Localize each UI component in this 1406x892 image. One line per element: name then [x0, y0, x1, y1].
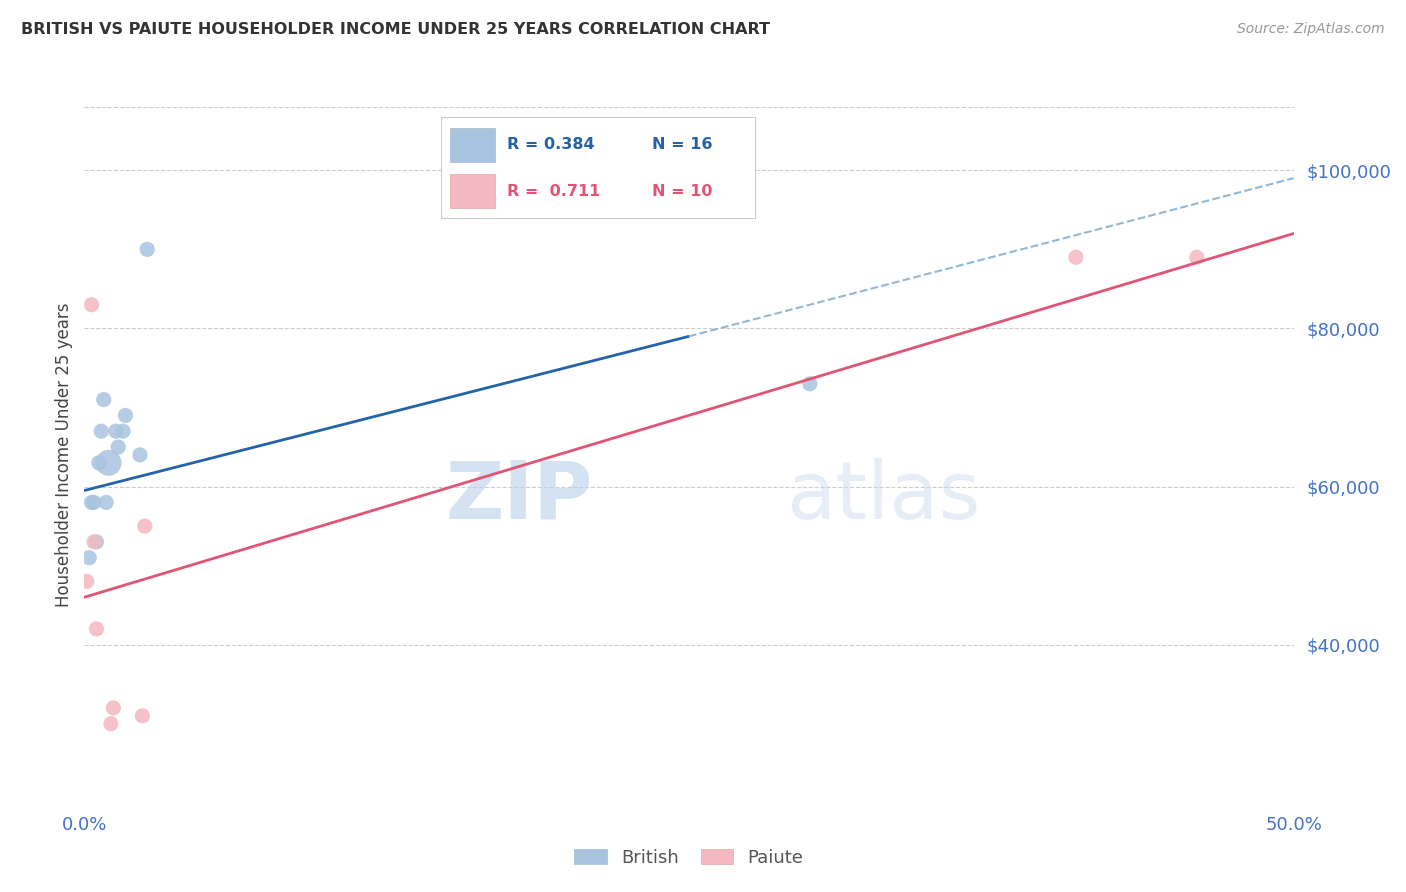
Point — [86, 622, 108, 636]
Point — [97, 456, 120, 470]
Point — [93, 392, 115, 407]
Point — [94, 495, 117, 509]
Point — [83, 495, 105, 509]
Point — [83, 535, 105, 549]
Point — [104, 424, 127, 438]
Point — [103, 701, 125, 715]
Text: BRITISH VS PAIUTE HOUSEHOLDER INCOME UNDER 25 YEARS CORRELATION CHART: BRITISH VS PAIUTE HOUSEHOLDER INCOME UND… — [21, 22, 770, 37]
Point — [87, 456, 110, 470]
Point — [100, 716, 122, 731]
Y-axis label: Householder Income Under 25 years: Householder Income Under 25 years — [55, 302, 73, 607]
Point — [1185, 250, 1208, 264]
Text: ZIP: ZIP — [444, 458, 592, 536]
Point — [136, 243, 159, 257]
Point — [107, 440, 129, 454]
Point — [77, 550, 100, 565]
Point — [114, 409, 136, 423]
Point — [112, 424, 135, 438]
Point — [129, 448, 152, 462]
Point — [76, 574, 98, 589]
Text: atlas: atlas — [786, 458, 980, 536]
Legend: British, Paiute: British, Paiute — [567, 841, 811, 874]
Point — [131, 708, 153, 723]
Text: Source: ZipAtlas.com: Source: ZipAtlas.com — [1237, 22, 1385, 37]
Point — [1064, 250, 1087, 264]
Point — [80, 298, 103, 312]
Point — [134, 519, 156, 533]
Point — [80, 495, 103, 509]
Point — [90, 424, 112, 438]
Point — [799, 376, 821, 391]
Point — [86, 535, 108, 549]
